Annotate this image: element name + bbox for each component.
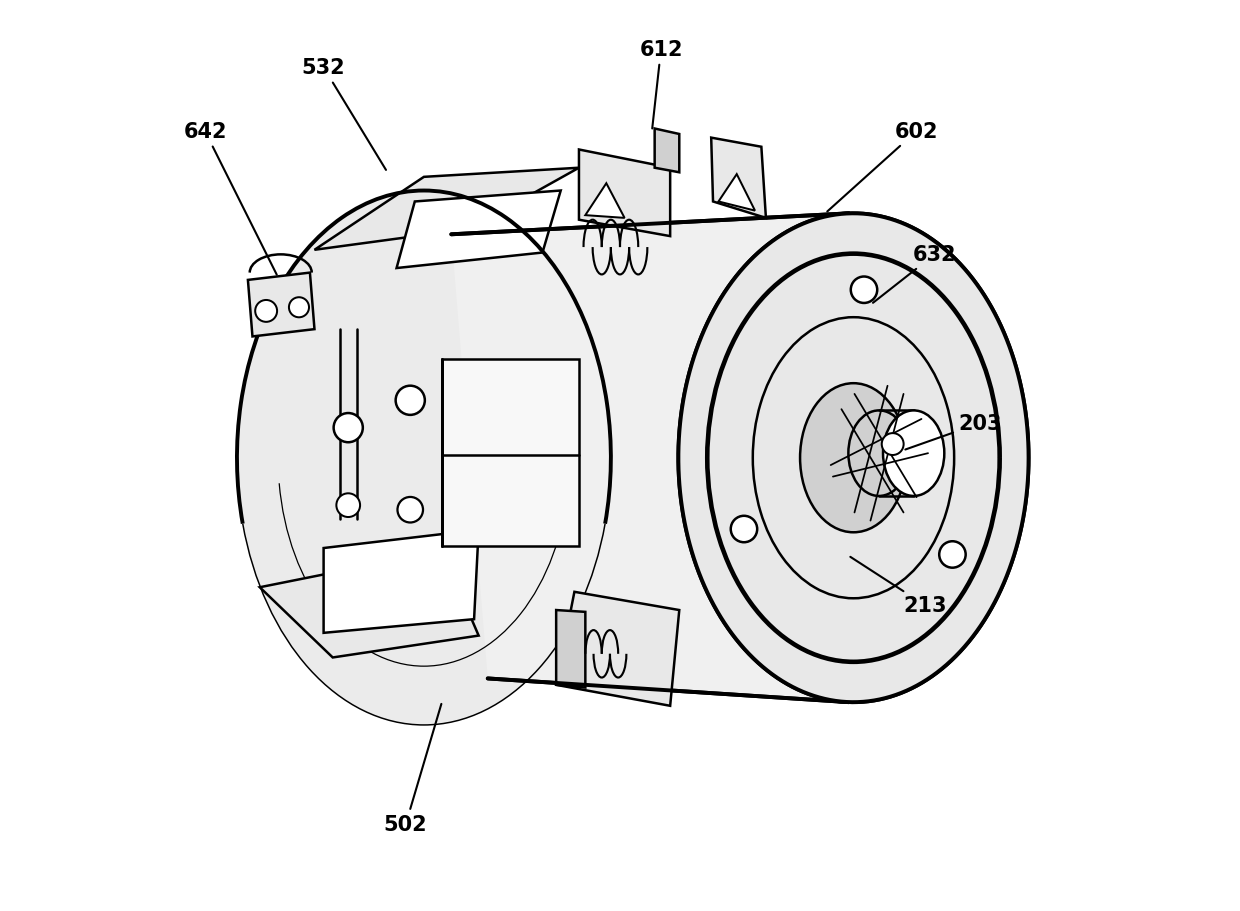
Ellipse shape [800,384,906,533]
Text: 602: 602 [827,122,939,212]
Ellipse shape [800,384,906,533]
Text: 642: 642 [184,122,277,275]
Polygon shape [712,138,766,219]
Ellipse shape [939,542,966,568]
Text: 203: 203 [905,414,1002,450]
Ellipse shape [882,434,904,456]
Polygon shape [678,214,1028,702]
Ellipse shape [848,411,910,496]
Ellipse shape [883,411,945,496]
Ellipse shape [336,494,360,517]
Ellipse shape [255,301,277,322]
Ellipse shape [730,517,758,543]
Ellipse shape [882,434,904,456]
Ellipse shape [883,411,945,496]
Polygon shape [397,191,560,269]
Polygon shape [237,191,611,725]
Polygon shape [557,610,585,688]
Ellipse shape [939,542,966,568]
Ellipse shape [396,386,425,415]
Text: 612: 612 [640,40,683,129]
Ellipse shape [851,277,877,303]
Polygon shape [315,169,579,251]
Polygon shape [557,592,680,706]
Polygon shape [585,184,625,219]
Polygon shape [678,214,1028,702]
Polygon shape [259,551,479,658]
Polygon shape [718,175,755,211]
Ellipse shape [289,298,309,318]
Polygon shape [443,360,579,547]
Ellipse shape [848,411,910,496]
Text: 532: 532 [301,58,386,170]
Ellipse shape [398,497,423,523]
Ellipse shape [851,277,877,303]
Text: 213: 213 [851,558,947,616]
Text: 502: 502 [384,704,441,834]
Polygon shape [579,150,670,237]
Polygon shape [451,214,849,702]
Polygon shape [655,129,680,173]
Ellipse shape [730,517,758,543]
Polygon shape [324,530,479,633]
Ellipse shape [334,414,363,443]
Polygon shape [248,273,315,337]
Text: 632: 632 [873,245,956,303]
